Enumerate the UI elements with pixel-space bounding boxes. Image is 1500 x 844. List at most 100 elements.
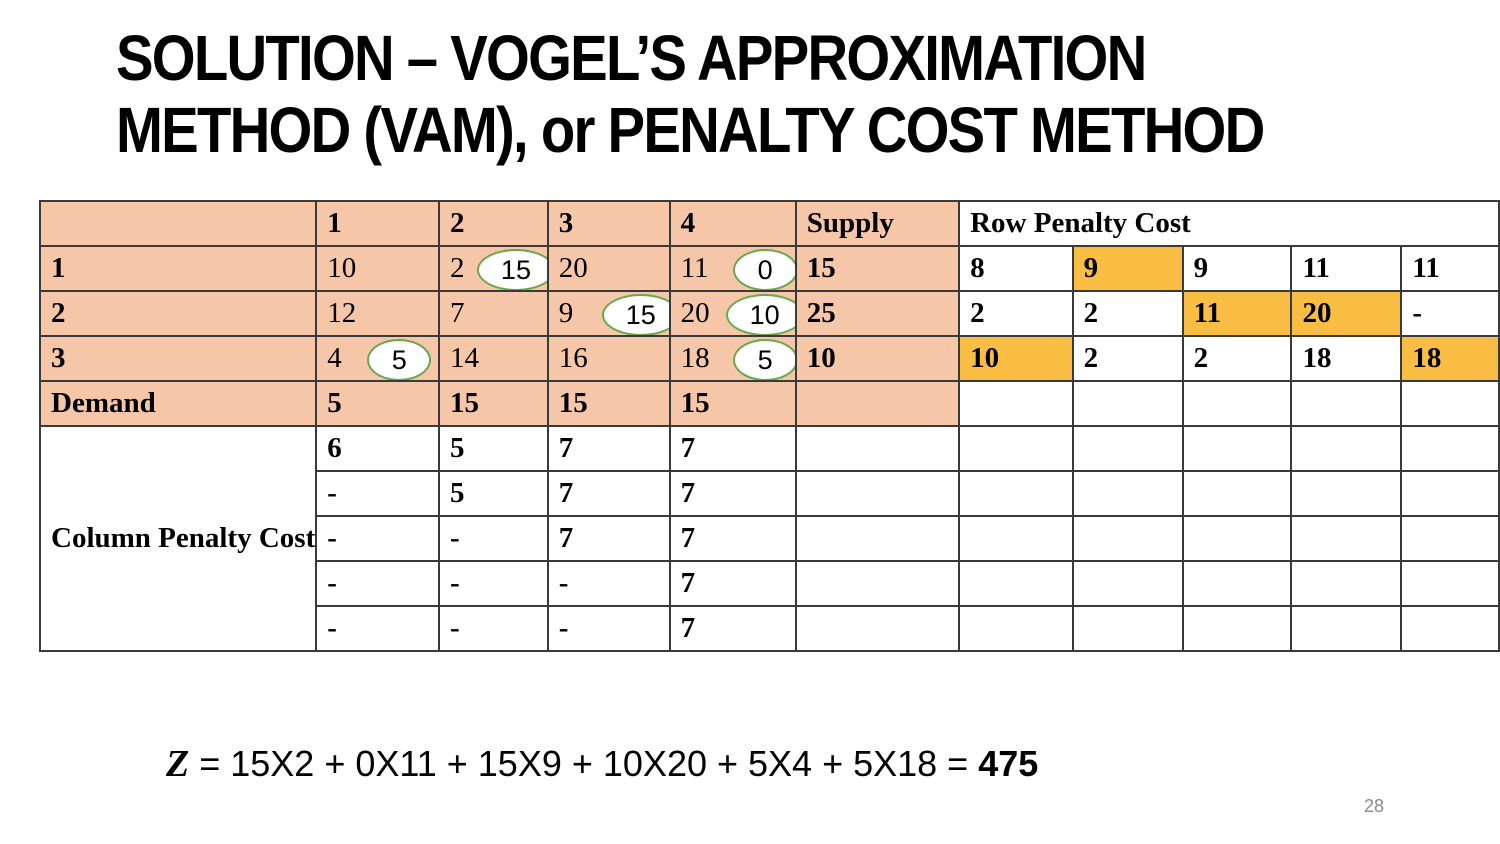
supply-value: 15 xyxy=(794,245,961,292)
empty-cell xyxy=(1400,515,1500,562)
empty-cell xyxy=(1071,380,1184,427)
cost-cell-3-4: 18 5 xyxy=(668,335,797,382)
empty-cell xyxy=(1400,470,1500,517)
empty-cell xyxy=(1181,515,1293,562)
supply-header: Supply xyxy=(794,200,961,247)
column-penalty-3-3: 7 xyxy=(546,515,671,562)
slide-title-line-2: METHOD (VAM), or PENALTY COST METHOD xyxy=(116,94,1265,166)
empty-cell xyxy=(1071,515,1184,562)
column-penalty-1-4: 7 xyxy=(668,425,797,472)
row-penalty-1-5: 11 xyxy=(1400,245,1500,292)
cost-value: 2 xyxy=(449,252,465,284)
row-penalty-1-2: 9 xyxy=(1071,245,1184,292)
cost-value: 9 xyxy=(558,297,574,329)
row-penalty-3-4: 18 xyxy=(1290,335,1403,382)
empty-cell xyxy=(1290,515,1403,562)
empty-cell xyxy=(958,425,1074,472)
destination-header-1: 1 xyxy=(315,200,440,247)
row-penalty-3-1: 10 xyxy=(958,335,1074,382)
column-penalty-1-1: 6 xyxy=(315,425,440,472)
cost-value: 14 xyxy=(449,342,479,374)
cost-cell-1-4: 11 0 xyxy=(668,245,797,292)
column-penalty-1-3: 7 xyxy=(546,425,671,472)
empty-cell xyxy=(1290,425,1403,472)
empty-cell xyxy=(1400,560,1500,607)
row-penalty-header: Row Penalty Cost xyxy=(958,200,1500,247)
header-row: 1 2 3 4 Supply Row Penalty Cost xyxy=(38,200,1500,247)
empty-cell xyxy=(1181,560,1293,607)
cost-cell-1-3: 20 xyxy=(546,245,671,292)
empty-cell xyxy=(794,425,961,472)
total-cost-formula: Z = 15X2 + 0X11 + 15X9 + 10X20 + 5X4 + 5… xyxy=(166,742,1038,786)
cost-value: 11 xyxy=(680,252,709,284)
empty-cell xyxy=(1400,605,1500,652)
cost-value: 16 xyxy=(558,342,588,374)
formula-expression: = 15X2 + 0X11 + 15X9 + 10X20 + 5X4 + 5X1… xyxy=(189,743,979,784)
allocation-circle: 5 xyxy=(732,339,794,379)
demand-value-1: 5 xyxy=(315,380,440,427)
column-penalty-row-5: - - - 7 xyxy=(40,605,1500,652)
column-penalty-5-2: - xyxy=(437,605,549,652)
cost-cell-2-1: 12 xyxy=(315,290,440,337)
source-label: 2 xyxy=(38,290,318,337)
source-row-2: 2 12 7 9 15 20 10 25 2 2 11 20 - xyxy=(38,290,1500,337)
empty-cell xyxy=(1071,470,1184,517)
empty-cell xyxy=(1400,380,1500,427)
empty-cell xyxy=(794,470,961,517)
column-penalty-5-4: 7 xyxy=(668,605,797,652)
empty-cell xyxy=(794,605,961,652)
row-penalty-1-4: 11 xyxy=(1290,245,1403,292)
row-penalty-1-3: 9 xyxy=(1181,245,1293,292)
source-label: 1 xyxy=(38,245,318,292)
row-penalty-1-1: 8 xyxy=(958,245,1074,292)
cost-cell-3-2: 14 xyxy=(437,335,549,382)
row-penalty-2-2: 2 xyxy=(1071,290,1184,337)
empty-cell xyxy=(1181,470,1293,517)
empty-cell xyxy=(1290,605,1403,652)
column-penalty-3-1: - xyxy=(315,515,440,562)
empty-cell xyxy=(1290,380,1403,427)
column-penalty-4-2: - xyxy=(437,560,549,607)
slide-title-line-1: SOLUTION – VOGEL’S APPROXIMATION xyxy=(116,22,1147,94)
cost-value: 7 xyxy=(449,297,465,329)
cost-value: 20 xyxy=(558,252,588,284)
row-penalty-3-3: 2 xyxy=(1181,335,1293,382)
source-label: 3 xyxy=(38,335,318,382)
empty-cell xyxy=(958,470,1074,517)
column-penalty-3-2: - xyxy=(437,515,549,562)
column-penalty-3-4: 7 xyxy=(668,515,797,562)
vam-table: 1 2 3 4 Supply Row Penalty Cost 1 10 2 15… xyxy=(38,200,1500,652)
column-penalty-5-1: - xyxy=(315,605,440,652)
column-penalty-label: Column Penalty Cost xyxy=(38,425,318,652)
row-penalty-3-5: 18 xyxy=(1400,335,1500,382)
column-penalty-row-2: - 5 7 7 xyxy=(40,470,1500,517)
cost-cell-2-4: 20 10 xyxy=(668,290,797,337)
page-number: 28 xyxy=(1364,796,1385,816)
column-penalty-4-3: - xyxy=(546,560,671,607)
empty-cell xyxy=(1400,425,1500,472)
column-penalty-1-2: 5 xyxy=(437,425,549,472)
empty-cell xyxy=(1290,560,1403,607)
column-penalty-5-3: - xyxy=(546,605,671,652)
allocation-circle: 15 xyxy=(476,249,546,289)
destination-header-2: 2 xyxy=(437,200,549,247)
row-penalty-2-1: 2 xyxy=(958,290,1074,337)
supply-value: 10 xyxy=(794,335,961,382)
demand-label: Demand xyxy=(38,380,318,427)
empty-cell xyxy=(794,515,961,562)
allocation-circle: 15 xyxy=(601,294,668,334)
row-penalty-2-4: 20 xyxy=(1290,290,1403,337)
demand-value-3: 15 xyxy=(546,380,671,427)
empty-cell xyxy=(958,605,1074,652)
column-penalty-row-4: - - - 7 xyxy=(40,560,1500,607)
demand-value-4: 15 xyxy=(668,380,797,427)
cost-value: 10 xyxy=(327,252,357,284)
cost-value: 12 xyxy=(327,297,357,329)
empty-cell xyxy=(1181,605,1293,652)
empty-cell xyxy=(794,380,961,427)
row-penalty-2-3: 11 xyxy=(1181,290,1293,337)
empty-cell xyxy=(958,380,1074,427)
formula-result: 475 xyxy=(978,743,1039,784)
empty-cell xyxy=(1071,605,1184,652)
destination-header-3: 3 xyxy=(546,200,671,247)
